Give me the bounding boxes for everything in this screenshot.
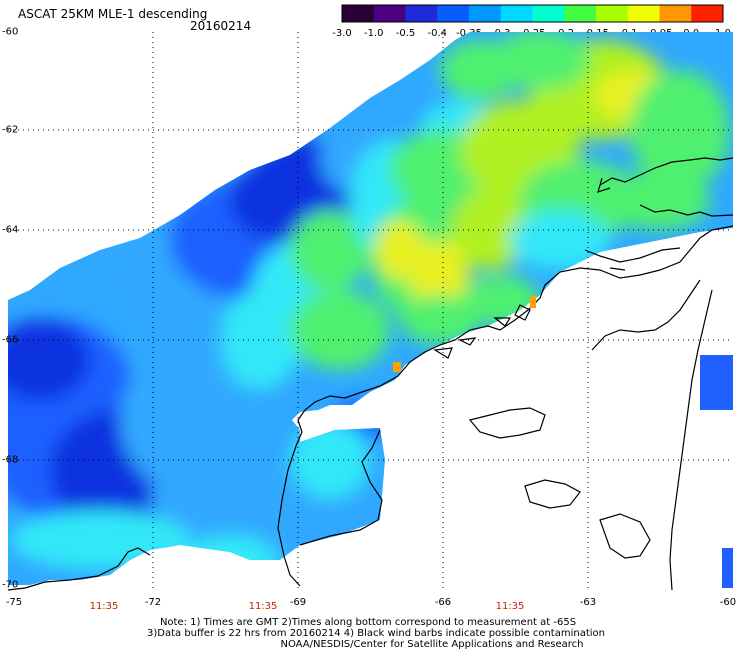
swath-fragment-peninsula-2 [530,296,536,308]
longitude-label: -69 [289,597,307,608]
graticule [8,32,733,592]
longitude-label: -72 [144,597,162,608]
coast-islands-west [433,304,531,359]
colorbar-swatch [532,5,565,22]
coast-islands-mid [584,247,681,271]
colorbar-swatch [342,5,375,22]
time-label: 11:35 [89,601,119,612]
coastline [8,157,733,591]
swath-fragment-east-2 [722,548,733,588]
longitude-label: -66 [434,597,452,608]
data-swath [8,32,733,585]
longitude-label: -75 [5,597,23,608]
coast-islet-1 [524,479,581,509]
longitude-label: -60 [719,597,737,608]
colorbar-swatch [469,5,502,22]
colorbar-swatch [596,5,629,22]
swath-fragment-east-1 [700,355,733,410]
colorbar-swatch [500,5,533,22]
colorbar-swatch [627,5,660,22]
latitude-label: -62 [2,124,19,136]
colorbar-swatch [659,5,692,22]
latitude-label: -66 [2,334,19,346]
colorbar-swatch [564,5,597,22]
swath-fragment-peninsula [393,362,401,372]
note-line-1: Note: 1) Times are GMT 2)Times along bot… [159,617,577,628]
coast-islet-2 [599,513,651,559]
coast-islands-north [597,157,733,193]
colorbar [341,4,724,23]
footnotes: Note: 1) Times are GMT 2)Times along bot… [0,617,740,650]
coast-inner-inlet [591,279,701,351]
longitude-label: -63 [579,597,597,608]
time-label: 11:35 [248,601,278,612]
colorbar-tick-label: -0.4 [427,28,448,39]
colorbar-swatch [691,5,724,22]
colorbar-swatch [437,5,470,22]
colorbar-swatch [405,5,438,22]
coast-east-vertical [669,289,713,591]
map-title: ASCAT 25KM MLE-1 descending [18,7,208,21]
southern-coast [8,547,151,591]
colorbar-swatch [373,5,406,22]
colorbar-tick-label: -1.0 [363,28,384,39]
latitude-label: -60 [2,26,19,38]
time-label: 11:35 [495,601,525,612]
note-line-3: NOAA/NESDIS/Center for Satellite Applica… [280,639,584,650]
george-vi-sound-coast [299,429,383,546]
note-line-2: 3)Data buffer is 22 hrs from 20160214 4)… [147,628,605,639]
antarctic-peninsula-coast [277,225,733,587]
colorbar-tick-label: -3.0 [332,28,352,39]
latitude-label: -64 [2,224,19,236]
colorbar-tick-label: -0.5 [395,28,416,39]
map-date: 20160214 [190,19,252,33]
latitude-label: -70 [2,579,19,591]
coast-islands-east [639,204,733,217]
coast-inner-lake [468,407,546,439]
latitude-label: -68 [2,454,19,466]
